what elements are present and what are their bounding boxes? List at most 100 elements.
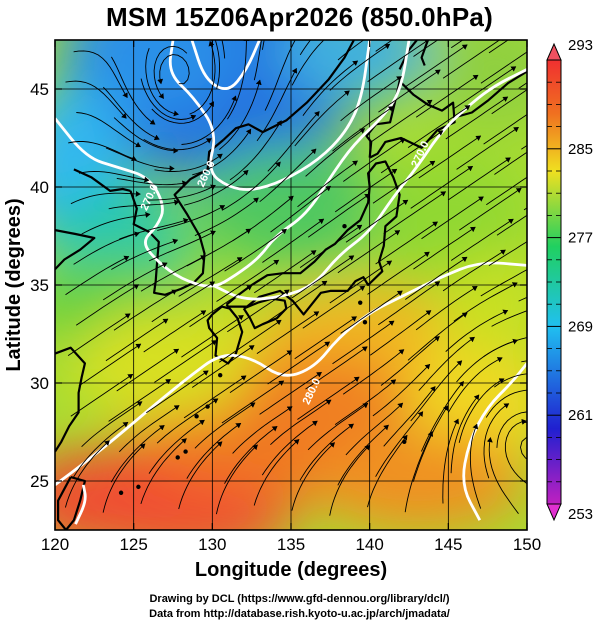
streamline (65, 80, 127, 119)
streamline (102, 443, 146, 513)
streamline (337, 424, 389, 486)
streamline (526, 270, 527, 272)
streamline (262, 218, 325, 263)
streamline (367, 434, 408, 508)
streamline (157, 54, 190, 85)
colorbar-min-arrow (546, 503, 562, 522)
streamline (118, 405, 180, 453)
island (118, 490, 124, 495)
island (136, 484, 141, 490)
streamline (270, 185, 331, 233)
streamline (410, 360, 463, 422)
streamline (191, 345, 255, 388)
streamline (412, 405, 449, 482)
streamline (254, 250, 317, 294)
streamline (369, 310, 432, 356)
streamline (216, 259, 280, 302)
streamline (494, 151, 527, 175)
streamline (380, 336, 440, 386)
streamline (410, 165, 474, 209)
credit-data: Data from http://database.rish.kyoto-u.a… (149, 608, 450, 620)
streamline (256, 67, 298, 142)
x-tick-label: 150 (513, 535, 541, 554)
streamline (486, 437, 519, 514)
streamline (329, 260, 393, 304)
streamline (367, 40, 430, 83)
streamline (459, 187, 522, 231)
coast-line (55, 346, 86, 453)
streamline (529, 110, 542, 119)
streamline (421, 196, 484, 240)
streamline (261, 420, 318, 476)
streamline (105, 147, 175, 172)
streamline (259, 371, 322, 415)
streamline (345, 199, 409, 243)
streamline (105, 318, 169, 362)
streamline (480, 269, 527, 297)
streamline (453, 282, 518, 322)
streamline (469, 423, 482, 509)
streamline (483, 403, 510, 479)
streamline (407, 105, 471, 148)
streamline (73, 421, 129, 478)
streamline (340, 290, 403, 334)
streamline (420, 381, 464, 452)
streamline (297, 376, 360, 420)
streamline (232, 406, 293, 454)
coast-line (420, 40, 429, 66)
streamline (253, 439, 300, 506)
streamline (372, 363, 431, 417)
x-tick-label: 120 (41, 535, 69, 554)
streamline (70, 373, 134, 417)
island (175, 455, 180, 460)
streamline (76, 112, 141, 148)
streamline (151, 101, 215, 124)
streamline (329, 43, 391, 91)
streamline (184, 169, 249, 206)
streamline (153, 45, 188, 99)
streamline (332, 106, 394, 152)
streamline (75, 284, 140, 326)
x-tick-label: 140 (355, 535, 383, 554)
contour-line (74, 484, 87, 525)
credit-drawing: Drawing by DCL (https://www.gfd-dennou.o… (149, 593, 450, 605)
coast-line (73, 168, 131, 192)
streamline (146, 370, 209, 414)
streamline (521, 144, 527, 150)
colorbar-label: 277 (568, 230, 593, 247)
streamline (229, 350, 293, 393)
streamline (189, 40, 216, 115)
streamline (307, 402, 369, 451)
x-tick-label: 145 (434, 535, 462, 554)
streamline (221, 40, 226, 59)
streamline (221, 380, 285, 424)
streamline (488, 40, 509, 54)
streamline (143, 310, 207, 353)
coast-line (398, 40, 418, 70)
coast-line (225, 160, 401, 316)
streamline (116, 348, 180, 392)
streamline (486, 176, 527, 206)
streamline (181, 315, 244, 358)
streamline (415, 74, 479, 118)
streamline (496, 411, 527, 448)
streamline (334, 379, 397, 425)
island (183, 449, 188, 454)
streamline (367, 251, 430, 295)
colorbar-label: 293 (568, 37, 593, 54)
streamline (78, 343, 142, 387)
streamline (375, 411, 424, 477)
streamline (518, 296, 527, 302)
streamline (291, 442, 335, 511)
colorbar-label: 261 (568, 407, 593, 424)
y-tick-label: 35 (30, 276, 49, 295)
streamline (119, 217, 189, 240)
streamline (307, 193, 371, 238)
streamline (329, 444, 370, 516)
colorbar-ticks: 293 285 277 269 261 253 (547, 37, 593, 523)
streamline (442, 418, 459, 504)
streamline (380, 130, 444, 174)
x-tick-label: 130 (198, 535, 226, 554)
streamline (140, 78, 197, 121)
